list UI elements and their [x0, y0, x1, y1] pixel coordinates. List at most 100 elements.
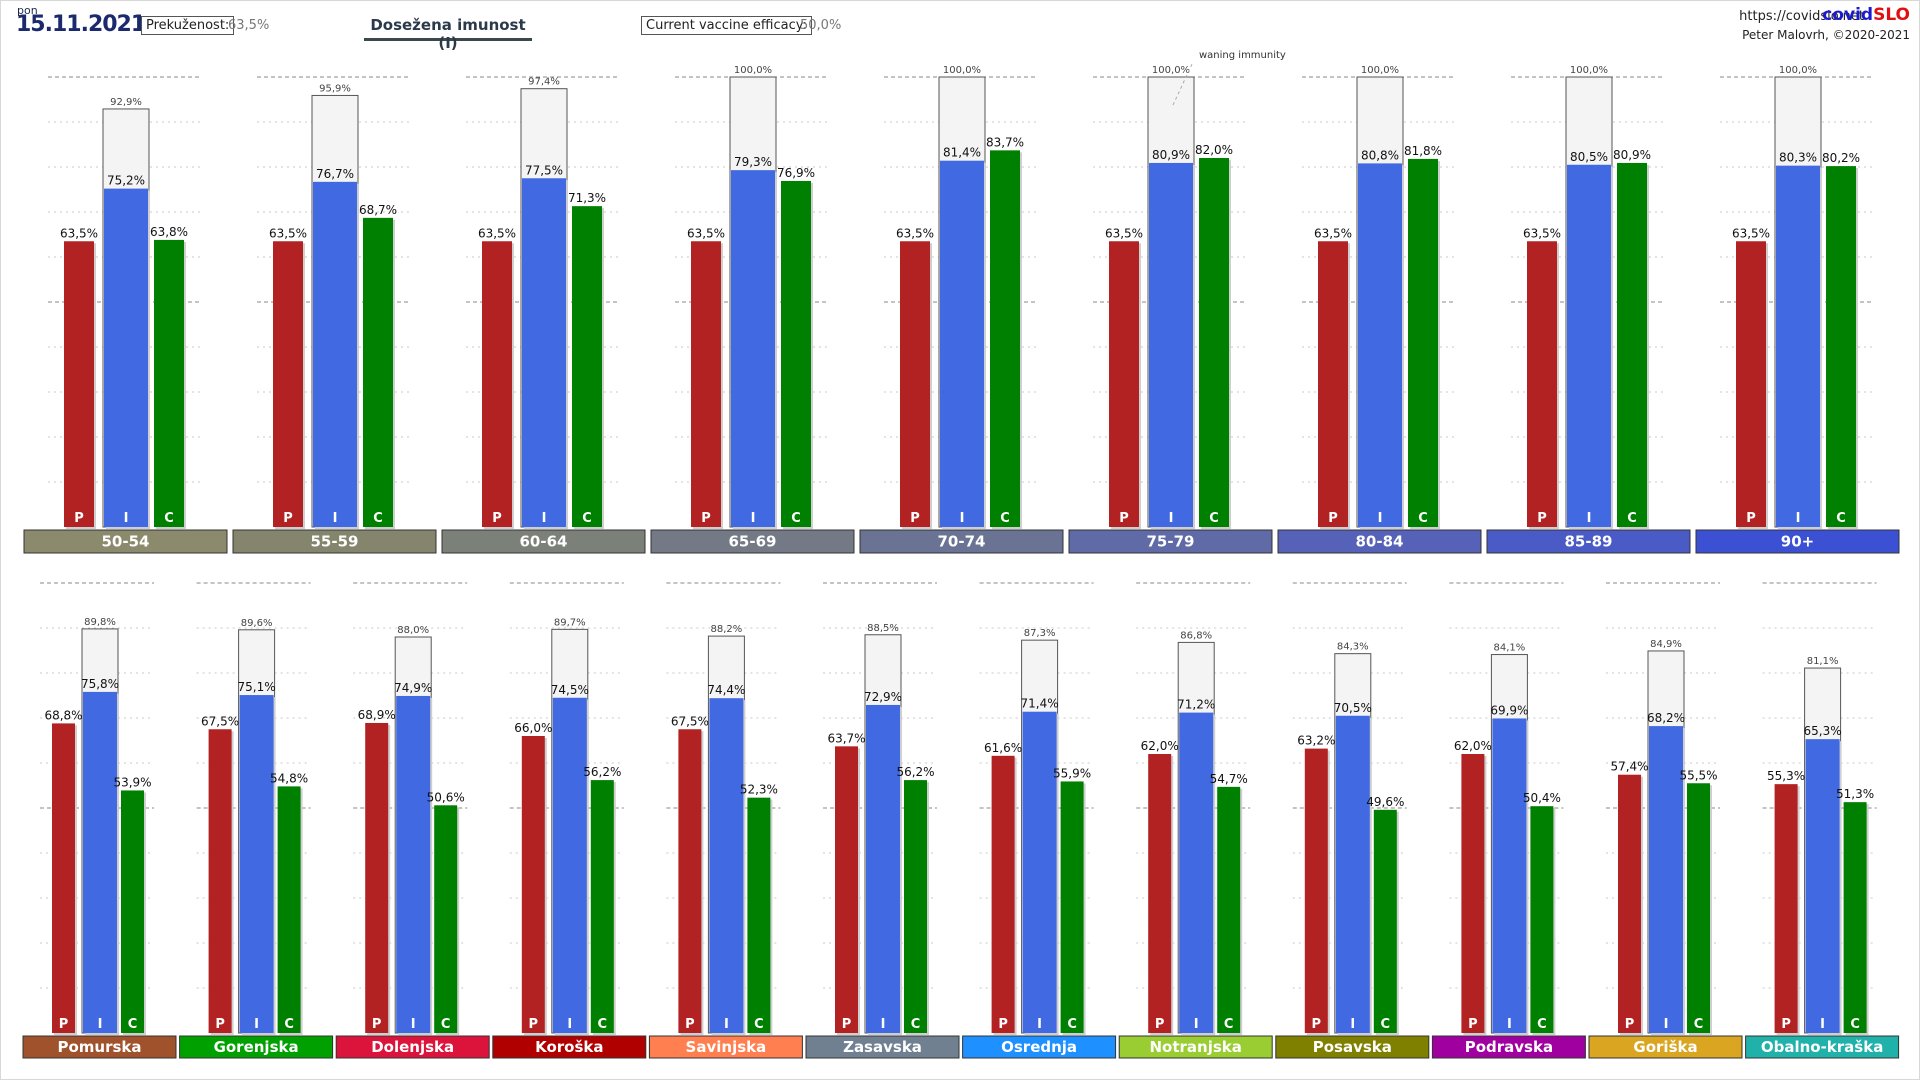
i-bar-label: 65,3% — [1804, 724, 1842, 738]
i-bar-label: 74,5% — [551, 683, 589, 697]
i-bar — [866, 704, 900, 1033]
category-box — [1695, 529, 1900, 554]
annotation-leader — [1172, 61, 1194, 106]
category-box — [962, 1035, 1117, 1059]
c-bar — [154, 239, 184, 527]
p-bar — [482, 241, 512, 527]
c-bar-letter: C — [598, 1017, 608, 1032]
category-label: 55-59 — [311, 533, 359, 551]
category-label: Zasavska — [843, 1038, 922, 1056]
p-bar — [691, 241, 721, 527]
c-bar — [781, 180, 811, 527]
c-bar-letter: C — [164, 511, 174, 526]
p-bar — [64, 241, 94, 527]
author-credit: Peter Malovrh, ©2020-2021 — [1742, 28, 1910, 42]
i-bar-label: 80,9% — [1152, 148, 1190, 162]
p-bar-label: 63,5% — [896, 226, 934, 240]
p-bar — [1527, 241, 1557, 527]
c-bar-letter: C — [1381, 1017, 1391, 1032]
c-bar-letter: C — [1209, 511, 1219, 526]
i-bar — [1776, 165, 1820, 527]
c-bar-letter: C — [1537, 1017, 1547, 1032]
c-bar-label: 52,3% — [740, 783, 778, 797]
i-bar — [709, 698, 744, 1033]
prekuzenost-value: 63,5% — [228, 18, 270, 33]
category-box — [1431, 1035, 1586, 1059]
category-label: 90+ — [1781, 533, 1814, 551]
c-bar-label: 81,8% — [1404, 144, 1442, 158]
max-label: 100,0% — [1152, 65, 1190, 76]
max-label: 89,6% — [241, 618, 273, 629]
c-bar-letter: C — [1627, 511, 1637, 526]
prekuzenost-label: Prekuženost: — [141, 16, 235, 35]
category-label: 70-74 — [938, 533, 986, 551]
c-bar-label: 80,2% — [1822, 151, 1860, 165]
c-bar-label: 71,3% — [568, 191, 606, 205]
p-bar-label: 55,3% — [1767, 769, 1805, 783]
category-box — [441, 529, 646, 554]
max-label: 100,0% — [1570, 65, 1608, 76]
c-bar-letter: C — [373, 511, 383, 526]
p-bar-label: 63,2% — [1297, 734, 1335, 748]
i-bar — [83, 691, 117, 1033]
category-box — [335, 1035, 490, 1059]
category-label: Savinjska — [686, 1038, 767, 1056]
i-bar — [1649, 726, 1683, 1033]
p-bar-letter: P — [1746, 511, 1756, 526]
c-bar — [1843, 802, 1867, 1033]
annotation-label: waning immunity — [1199, 50, 1286, 61]
i-bar-letter: I — [333, 511, 338, 526]
c-bar — [990, 150, 1020, 527]
p-bar-label: 63,5% — [60, 226, 98, 240]
p-bar-label: 66,0% — [514, 721, 552, 735]
i-bar-letter: I — [1037, 1017, 1042, 1032]
c-bar — [1217, 786, 1241, 1033]
max-label: 100,0% — [734, 65, 772, 76]
c-bar — [1617, 162, 1647, 527]
p-bar-label: 68,9% — [358, 708, 396, 722]
c-bar-letter: C — [911, 1017, 921, 1032]
c-bar-letter: C — [128, 1017, 138, 1032]
category-box — [1588, 1035, 1743, 1059]
i-bar-label: 77,5% — [525, 163, 563, 177]
p-bar-letter: P — [1328, 511, 1338, 526]
category-box — [805, 1035, 960, 1059]
i-bar — [1358, 163, 1402, 527]
category-label: Posavska — [1313, 1038, 1392, 1056]
c-bar — [1826, 166, 1856, 527]
c-bar-label: 83,7% — [986, 135, 1024, 149]
p-bar-label: 63,5% — [687, 226, 725, 240]
max-label: 88,5% — [867, 623, 899, 634]
c-bar-letter: C — [1850, 1017, 1860, 1032]
i-bar-letter: I — [960, 511, 965, 526]
i-bar-label: 75,8% — [81, 677, 119, 691]
category-label: Podravska — [1465, 1038, 1553, 1056]
date-label: 15.11.2021 — [16, 12, 146, 37]
p-bar-letter: P — [685, 1017, 695, 1032]
i-bar-label: 70,5% — [1334, 701, 1372, 715]
c-bar — [747, 797, 771, 1033]
i-bar-label: 80,3% — [1779, 151, 1817, 165]
c-bar-label: 63,8% — [150, 225, 188, 239]
max-label: 86,8% — [1180, 630, 1212, 641]
i-bar-label: 76,7% — [316, 167, 354, 181]
c-bar-label: 54,7% — [1210, 772, 1248, 786]
p-bar-letter: P — [1468, 1017, 1478, 1032]
max-label: 97,4% — [528, 77, 560, 88]
chart-title: Dosežena imunost (I) — [364, 16, 532, 52]
p-bar-label: 63,7% — [827, 731, 865, 745]
p-bar — [1774, 784, 1798, 1033]
c-bar-label: 49,6% — [1366, 795, 1404, 809]
category-box — [650, 529, 855, 554]
p-bar-letter: P — [215, 1017, 225, 1032]
day-label: pon — [17, 4, 38, 17]
c-bar — [1530, 806, 1554, 1033]
source-link[interactable]: https://covidslo.net — [1739, 9, 1864, 24]
i-bar-letter: I — [1378, 511, 1383, 526]
max-label: 89,8% — [84, 617, 116, 628]
i-bar-label: 75,2% — [107, 174, 145, 188]
category-box — [1277, 529, 1482, 554]
p-bar-letter: P — [842, 1017, 852, 1032]
efficacy-label: Current vaccine efficacy: — [641, 16, 812, 35]
